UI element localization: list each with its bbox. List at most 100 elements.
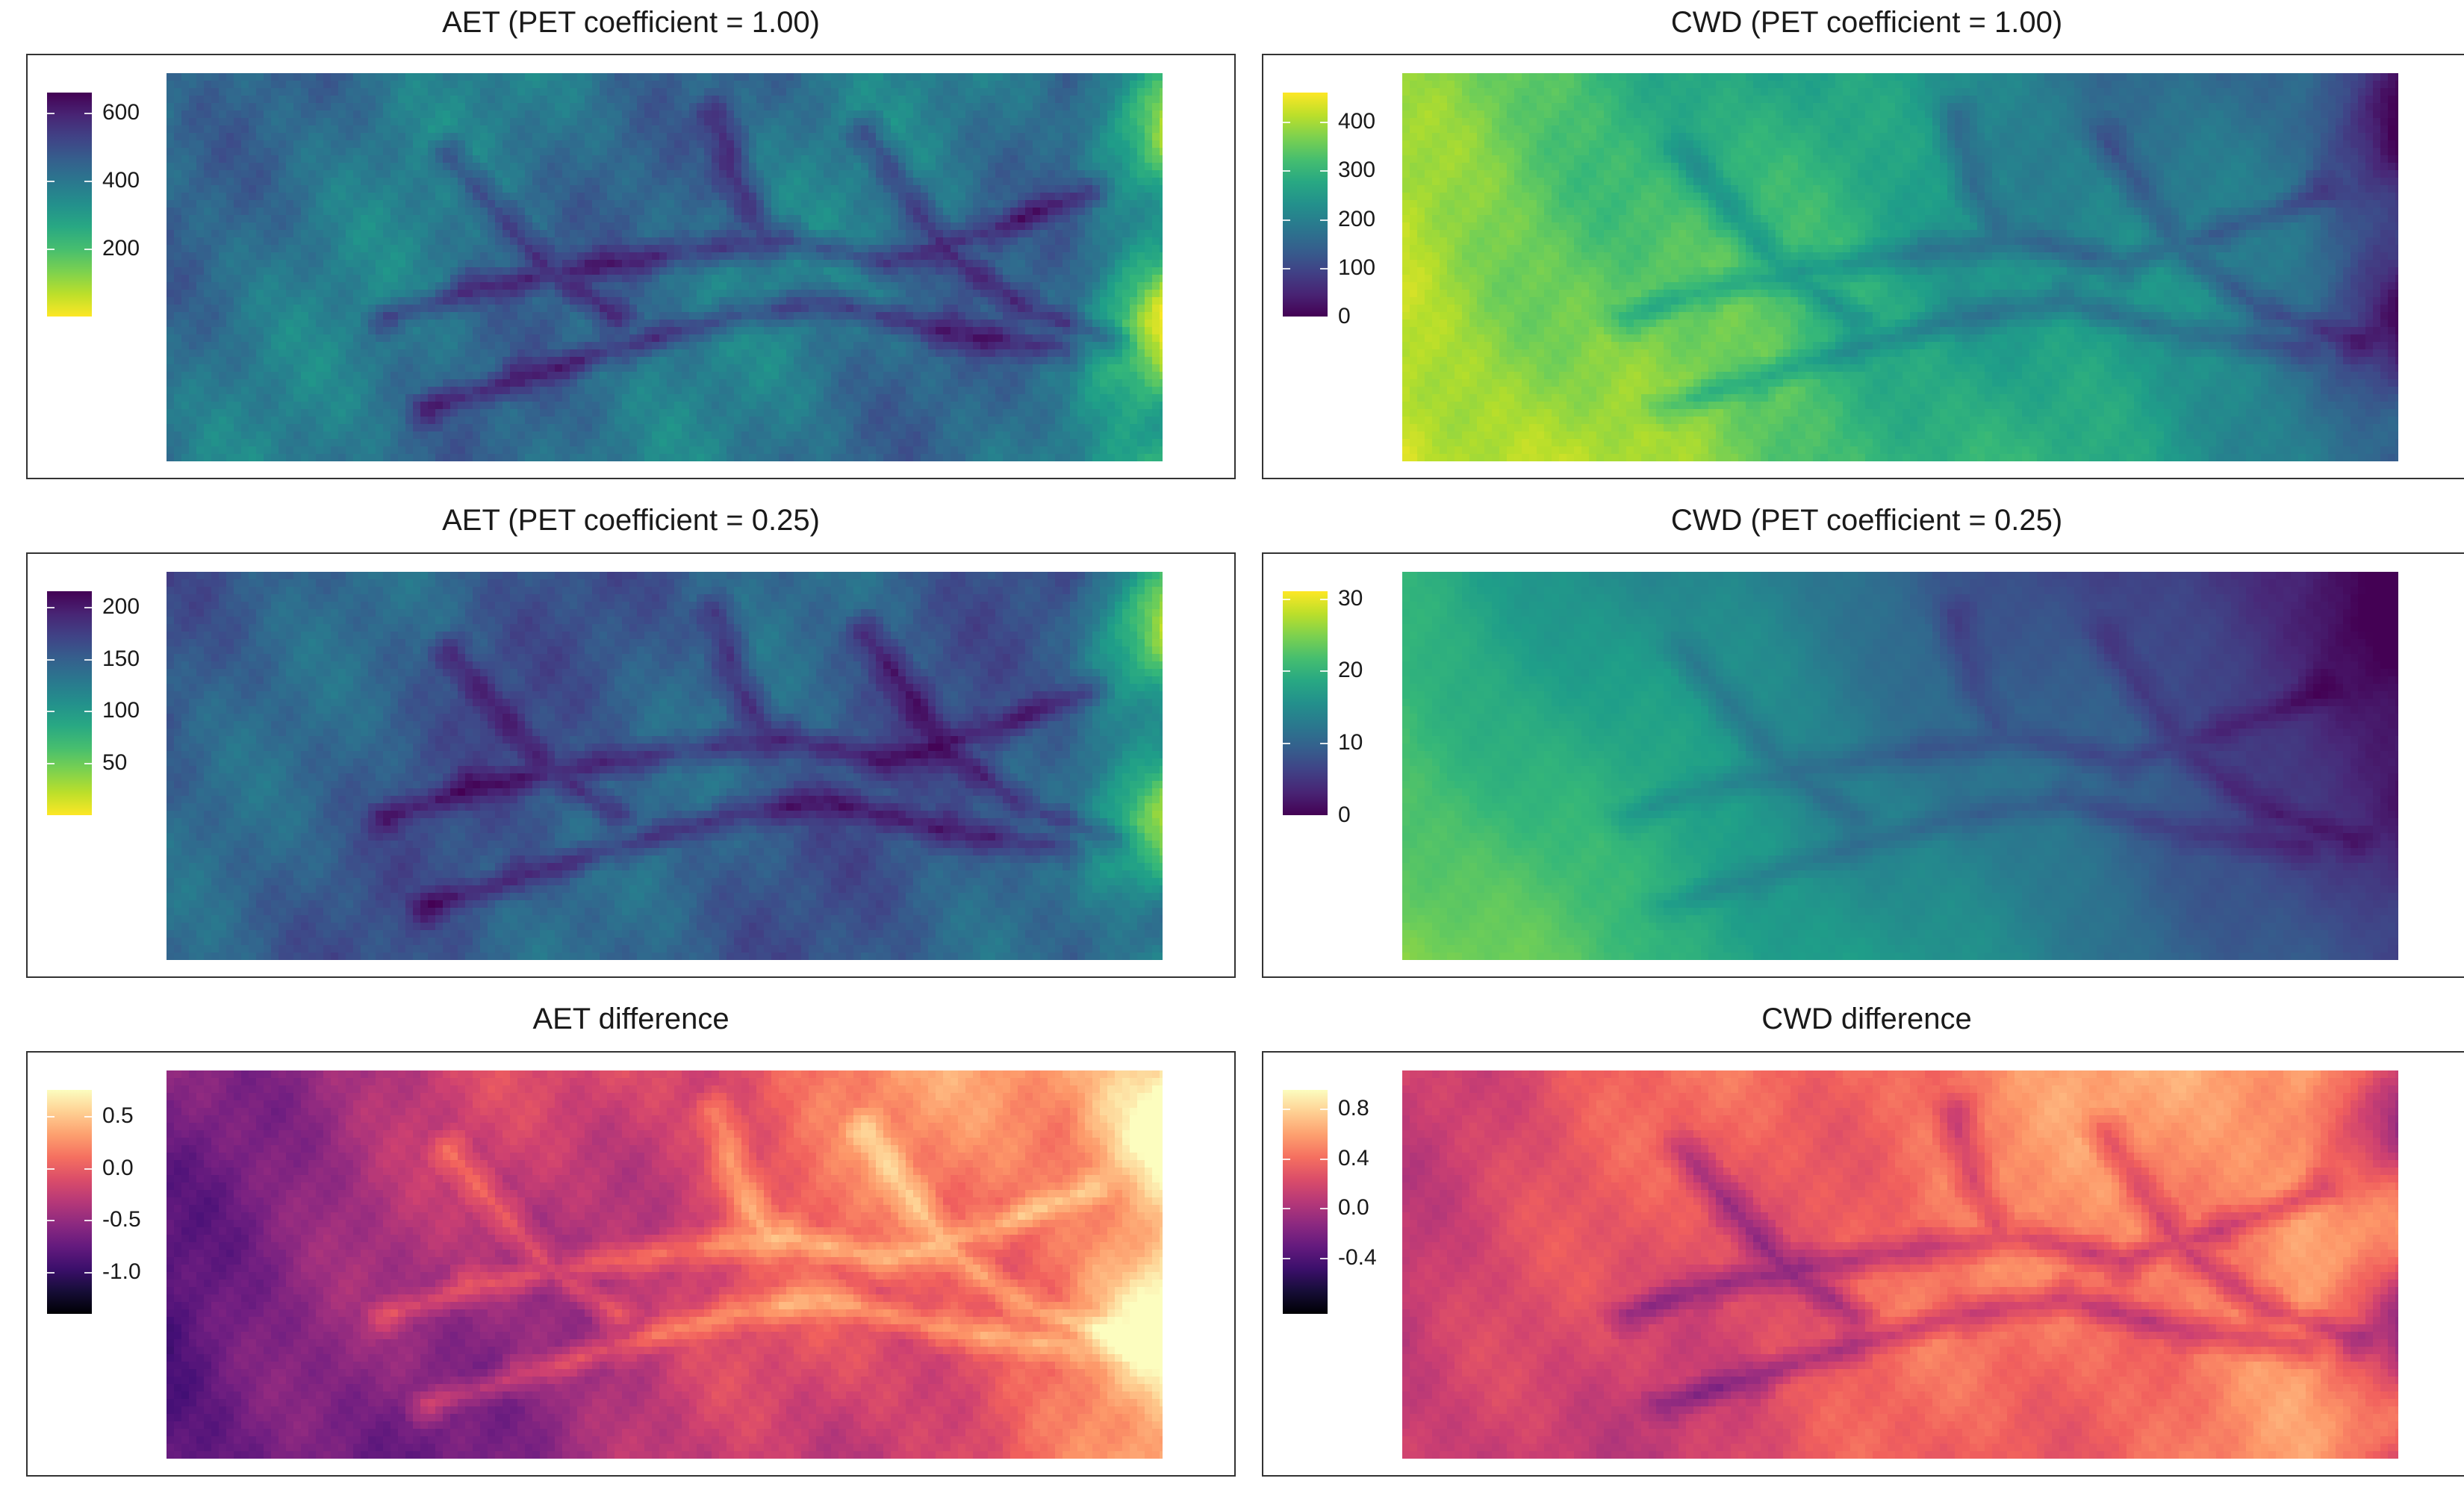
raster-cell bbox=[1107, 290, 1116, 298]
raster-cell bbox=[689, 193, 697, 201]
raster-cell bbox=[204, 208, 212, 216]
raster-map-aet-1 bbox=[167, 73, 1163, 461]
raster-cell bbox=[293, 260, 302, 268]
raster-cell bbox=[1107, 133, 1116, 141]
raster-cell bbox=[204, 327, 212, 335]
raster-cell bbox=[264, 230, 272, 238]
raster-cell bbox=[779, 267, 787, 275]
raster-cell bbox=[906, 133, 914, 141]
raster-cell bbox=[928, 81, 936, 89]
raster-cell bbox=[771, 297, 780, 305]
raster-cell bbox=[570, 327, 578, 335]
raster-cell bbox=[958, 245, 966, 253]
raster-cell bbox=[674, 185, 682, 193]
raster-cell bbox=[241, 96, 249, 104]
raster-cell bbox=[704, 245, 712, 253]
raster-cell bbox=[958, 110, 966, 119]
raster-cell bbox=[644, 155, 653, 163]
raster-cell bbox=[958, 312, 966, 320]
raster-cell bbox=[226, 193, 234, 201]
raster-cell bbox=[256, 185, 264, 193]
raster-cell bbox=[398, 342, 406, 350]
raster-cell bbox=[1077, 148, 1086, 156]
raster-cell bbox=[980, 208, 989, 216]
raster-cell bbox=[368, 230, 376, 238]
raster-cell bbox=[1122, 275, 1130, 283]
raster-cell bbox=[570, 222, 578, 231]
raster-cell bbox=[488, 148, 496, 156]
raster-cell bbox=[868, 133, 877, 141]
raster-cell bbox=[779, 88, 787, 96]
raster-cell bbox=[764, 88, 772, 96]
raster-cell bbox=[988, 208, 996, 216]
raster-cell bbox=[868, 290, 877, 298]
raster-cell bbox=[592, 320, 600, 328]
raster-cell bbox=[839, 193, 847, 201]
raster-cell bbox=[980, 88, 989, 96]
raster-cell bbox=[831, 342, 839, 350]
raster-cell bbox=[876, 96, 884, 104]
raster-cell bbox=[241, 312, 249, 320]
raster-cell bbox=[577, 222, 585, 231]
raster-cell bbox=[727, 342, 735, 350]
raster-cell bbox=[1085, 118, 1093, 126]
raster-cell bbox=[592, 208, 600, 216]
raster-cell bbox=[211, 155, 220, 163]
raster-cell bbox=[1055, 230, 1063, 238]
raster-cell bbox=[1145, 237, 1153, 246]
raster-cell bbox=[189, 125, 197, 134]
raster-cell bbox=[846, 88, 854, 96]
raster-cell bbox=[756, 334, 765, 343]
raster-cell bbox=[809, 148, 817, 156]
raster-cell bbox=[719, 200, 727, 208]
raster-cell bbox=[756, 73, 765, 81]
raster-cell bbox=[846, 275, 854, 283]
raster-cell bbox=[398, 170, 406, 178]
raster-cell bbox=[727, 125, 735, 134]
raster-cell bbox=[1063, 334, 1071, 343]
raster-cell bbox=[577, 342, 585, 350]
raster-cell bbox=[779, 260, 787, 268]
raster-cell bbox=[346, 237, 354, 246]
raster-cell bbox=[839, 305, 847, 313]
raster-cell bbox=[801, 327, 809, 335]
raster-cell bbox=[503, 222, 511, 231]
raster-cell bbox=[1085, 73, 1093, 81]
raster-cell bbox=[980, 200, 989, 208]
raster-cell bbox=[801, 148, 809, 156]
raster-cell bbox=[174, 305, 182, 313]
raster-cell bbox=[980, 125, 989, 134]
raster-cell bbox=[883, 327, 892, 335]
raster-cell bbox=[323, 245, 332, 253]
raster-cell bbox=[286, 327, 294, 335]
raster-cell bbox=[734, 305, 742, 313]
raster-cell bbox=[727, 282, 735, 290]
raster-cell bbox=[1018, 208, 1026, 216]
raster-cell bbox=[562, 185, 570, 193]
raster-cell bbox=[555, 125, 563, 134]
raster-cell bbox=[495, 275, 503, 283]
raster-cell bbox=[405, 349, 414, 358]
raster-cell bbox=[323, 133, 332, 141]
raster-cell bbox=[286, 230, 294, 238]
raster-cell bbox=[719, 237, 727, 246]
raster-cell bbox=[794, 125, 802, 134]
raster-cell bbox=[398, 73, 406, 81]
raster-cell bbox=[308, 305, 317, 313]
raster-cell bbox=[181, 110, 190, 119]
raster-cell bbox=[756, 327, 765, 335]
raster-cell bbox=[219, 96, 227, 104]
raster-cell bbox=[824, 334, 832, 343]
raster-cell bbox=[1025, 275, 1033, 283]
raster-cell bbox=[846, 260, 854, 268]
raster-cell bbox=[816, 245, 824, 253]
raster-cell bbox=[465, 334, 473, 343]
raster-cell bbox=[279, 200, 287, 208]
raster-cell bbox=[189, 155, 197, 163]
raster-cell bbox=[809, 208, 817, 216]
raster-cell bbox=[652, 133, 660, 141]
raster-cell bbox=[256, 349, 264, 358]
raster-cell bbox=[376, 297, 384, 305]
raster-cell bbox=[1010, 305, 1018, 313]
raster-cell bbox=[928, 237, 936, 246]
